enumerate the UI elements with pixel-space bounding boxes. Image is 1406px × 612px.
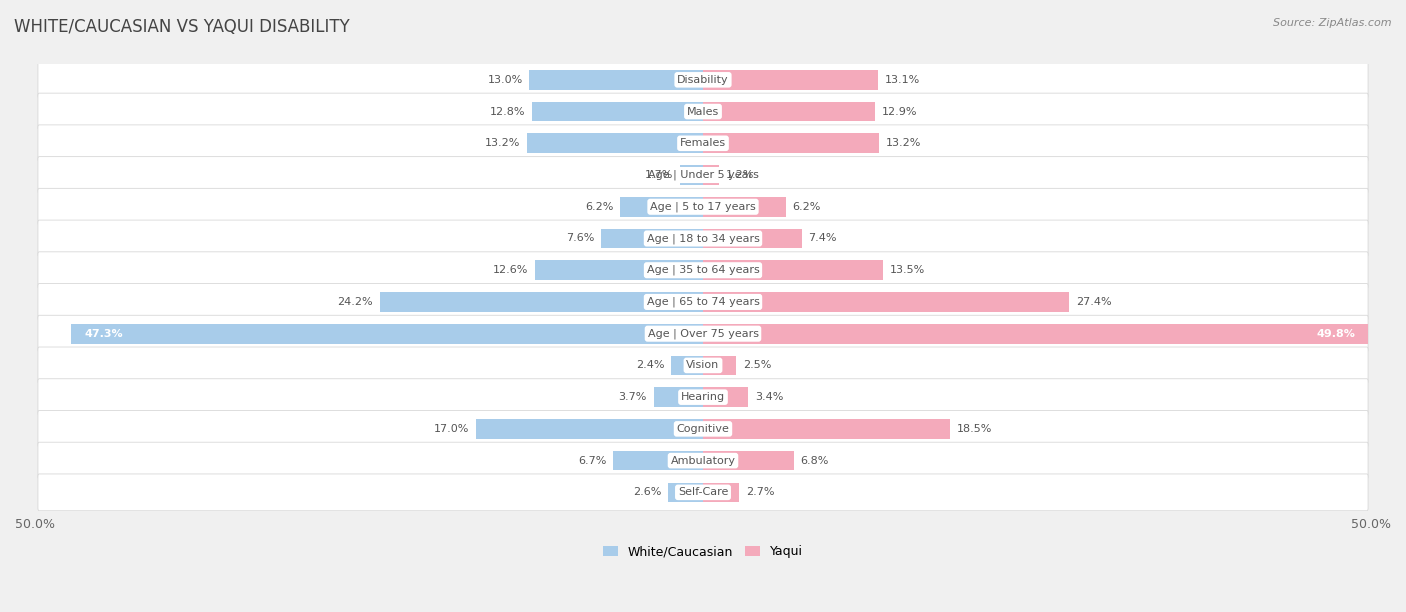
Bar	[534, 260, 703, 280]
Text: 13.2%: 13.2%	[485, 138, 520, 148]
Bar	[613, 451, 703, 471]
Bar	[654, 387, 703, 407]
Bar	[703, 133, 879, 153]
Bar	[703, 197, 786, 217]
Bar	[475, 419, 703, 439]
Bar	[703, 165, 718, 185]
Bar	[703, 102, 876, 121]
Text: 18.5%: 18.5%	[957, 424, 993, 434]
Text: 24.2%: 24.2%	[337, 297, 373, 307]
Bar	[620, 197, 703, 217]
Text: 17.0%: 17.0%	[434, 424, 470, 434]
Text: 13.0%: 13.0%	[488, 75, 523, 85]
Bar	[668, 482, 703, 502]
Bar	[703, 356, 737, 375]
Text: 12.9%: 12.9%	[882, 106, 918, 116]
Bar	[527, 133, 703, 153]
Text: Age | Under 5 years: Age | Under 5 years	[648, 170, 758, 181]
Bar	[703, 229, 801, 248]
Bar	[671, 356, 703, 375]
FancyBboxPatch shape	[38, 379, 1368, 416]
Text: WHITE/CAUCASIAN VS YAQUI DISABILITY: WHITE/CAUCASIAN VS YAQUI DISABILITY	[14, 18, 350, 36]
Text: 12.8%: 12.8%	[489, 106, 526, 116]
FancyBboxPatch shape	[38, 125, 1368, 162]
Text: 13.1%: 13.1%	[884, 75, 920, 85]
Text: 6.7%: 6.7%	[578, 455, 607, 466]
Text: Age | 35 to 64 years: Age | 35 to 64 years	[647, 265, 759, 275]
FancyBboxPatch shape	[38, 220, 1368, 257]
Bar	[529, 70, 703, 90]
FancyBboxPatch shape	[38, 61, 1368, 99]
Text: Age | Over 75 years: Age | Over 75 years	[648, 329, 758, 339]
Text: 2.4%: 2.4%	[636, 360, 664, 370]
Bar	[703, 419, 950, 439]
Text: 3.7%: 3.7%	[619, 392, 647, 402]
Text: 13.5%: 13.5%	[890, 265, 925, 275]
Text: 1.2%: 1.2%	[725, 170, 754, 180]
Text: 6.2%: 6.2%	[585, 202, 613, 212]
Text: Females: Females	[681, 138, 725, 148]
Text: 2.5%: 2.5%	[744, 360, 772, 370]
FancyBboxPatch shape	[38, 157, 1368, 193]
Text: 2.7%: 2.7%	[745, 487, 775, 498]
Bar	[703, 482, 740, 502]
Text: 27.4%: 27.4%	[1076, 297, 1111, 307]
FancyBboxPatch shape	[38, 474, 1368, 511]
Text: 6.2%: 6.2%	[793, 202, 821, 212]
Text: 1.7%: 1.7%	[645, 170, 673, 180]
Bar	[703, 70, 877, 90]
Bar	[703, 387, 748, 407]
Bar	[703, 324, 1368, 343]
FancyBboxPatch shape	[38, 283, 1368, 320]
Bar	[72, 324, 703, 343]
Bar	[602, 229, 703, 248]
Bar	[703, 260, 883, 280]
Text: Age | 18 to 34 years: Age | 18 to 34 years	[647, 233, 759, 244]
FancyBboxPatch shape	[38, 315, 1368, 352]
Text: Age | 65 to 74 years: Age | 65 to 74 years	[647, 297, 759, 307]
FancyBboxPatch shape	[38, 252, 1368, 289]
Text: 6.8%: 6.8%	[800, 455, 830, 466]
Text: Disability: Disability	[678, 75, 728, 85]
Text: Age | 5 to 17 years: Age | 5 to 17 years	[650, 201, 756, 212]
Text: Males: Males	[688, 106, 718, 116]
Text: 13.2%: 13.2%	[886, 138, 921, 148]
Text: Cognitive: Cognitive	[676, 424, 730, 434]
FancyBboxPatch shape	[38, 411, 1368, 447]
Text: 7.4%: 7.4%	[808, 234, 837, 244]
Legend: White/Caucasian, Yaqui: White/Caucasian, Yaqui	[598, 540, 808, 563]
Bar	[703, 292, 1069, 312]
FancyBboxPatch shape	[38, 442, 1368, 479]
Bar	[703, 451, 794, 471]
Text: Self-Care: Self-Care	[678, 487, 728, 498]
Text: 12.6%: 12.6%	[492, 265, 529, 275]
Text: Ambulatory: Ambulatory	[671, 455, 735, 466]
Text: Vision: Vision	[686, 360, 720, 370]
Text: 2.6%: 2.6%	[633, 487, 662, 498]
Text: 7.6%: 7.6%	[567, 234, 595, 244]
Text: 47.3%: 47.3%	[84, 329, 124, 338]
Text: 3.4%: 3.4%	[755, 392, 783, 402]
Text: Hearing: Hearing	[681, 392, 725, 402]
Bar	[531, 102, 703, 121]
Bar	[380, 292, 703, 312]
Text: Source: ZipAtlas.com: Source: ZipAtlas.com	[1274, 18, 1392, 28]
FancyBboxPatch shape	[38, 188, 1368, 225]
FancyBboxPatch shape	[38, 93, 1368, 130]
Bar	[681, 165, 703, 185]
Text: 49.8%: 49.8%	[1316, 329, 1355, 338]
FancyBboxPatch shape	[38, 347, 1368, 384]
